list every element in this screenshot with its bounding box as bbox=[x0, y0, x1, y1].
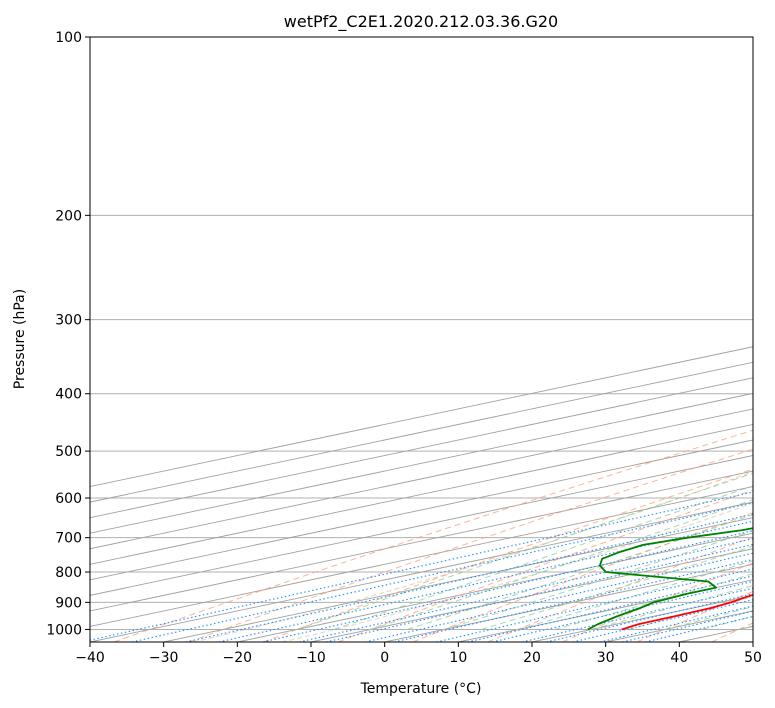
mixing-ratio-line bbox=[436, 568, 753, 642]
moist-adiabat bbox=[296, 472, 753, 630]
mixing-ratio-line bbox=[467, 575, 753, 642]
moist-adiabat bbox=[370, 499, 753, 630]
x-tick-label: 20 bbox=[523, 650, 541, 666]
mixing-ratio-line bbox=[90, 491, 753, 641]
isotherm-line bbox=[90, 423, 753, 565]
x-tick-label: 40 bbox=[670, 650, 688, 666]
isotherm-line bbox=[90, 346, 753, 488]
isotherm-line bbox=[90, 377, 753, 519]
moist-adiabat bbox=[444, 530, 753, 630]
moist-adiabat bbox=[701, 615, 753, 630]
isotherm-line bbox=[90, 392, 753, 534]
y-tick-label: 700 bbox=[55, 531, 82, 547]
isotherm-line bbox=[90, 439, 753, 581]
x-tick-label: 0 bbox=[380, 650, 389, 666]
y-axis-label: Pressure (hPa) bbox=[12, 289, 28, 389]
moist-adiabat bbox=[407, 514, 753, 630]
y-tick-label: 400 bbox=[55, 387, 82, 403]
dry-adiabat bbox=[338, 489, 753, 642]
series-layer bbox=[587, 527, 753, 631]
isotherm-line bbox=[679, 626, 753, 642]
mixing-ratio-line bbox=[262, 530, 753, 642]
dry-adiabat bbox=[412, 512, 753, 642]
dry-adiabat bbox=[188, 448, 753, 642]
mixing-ratio-line bbox=[365, 552, 753, 642]
y-tick-label: 600 bbox=[55, 491, 82, 507]
y-tick-label: 800 bbox=[55, 565, 82, 581]
isotherm-line bbox=[458, 579, 753, 642]
isotherm-line bbox=[90, 455, 753, 596]
x-tick-label: −10 bbox=[296, 650, 326, 666]
y-tick-label: 500 bbox=[55, 444, 82, 460]
dry-adiabat bbox=[636, 590, 753, 642]
axes: −40 −30 −20 −10 0 10 20 30 40 50 1000 900 800 700 600 5… bbox=[46, 30, 762, 666]
moist-adiabat bbox=[591, 585, 753, 630]
isotherm-line bbox=[90, 470, 753, 612]
isotherm-line bbox=[752, 641, 753, 642]
mixing-ratio-line bbox=[394, 558, 753, 642]
moist-adiabat bbox=[480, 545, 753, 630]
moist-adiabat bbox=[517, 560, 753, 630]
isotherm-line bbox=[90, 361, 753, 503]
x-axis-label: Temperature (°C) bbox=[360, 681, 482, 697]
y-tick-label: 100 bbox=[55, 30, 82, 46]
dry-adiabat bbox=[113, 429, 753, 642]
y-tick-label: 300 bbox=[55, 313, 82, 329]
x-tick-label: 30 bbox=[597, 650, 615, 666]
dewpoint-profile-line bbox=[587, 527, 753, 631]
thermo-curve bbox=[193, 470, 753, 642]
mixing-ratio-line bbox=[325, 543, 753, 642]
x-tick-label: −20 bbox=[223, 650, 253, 666]
plot-frame bbox=[89, 36, 754, 643]
background-grid bbox=[90, 37, 753, 642]
isotherm-line bbox=[384, 563, 753, 642]
isotherm-line bbox=[90, 501, 753, 642]
isotherm-line bbox=[310, 548, 753, 642]
x-tick-label: −40 bbox=[75, 650, 105, 666]
isotherm-line bbox=[163, 517, 753, 642]
x-tick-label: 10 bbox=[449, 650, 467, 666]
isotherm-line bbox=[237, 532, 753, 642]
isotherm-line bbox=[605, 610, 753, 642]
x-tick-label: −30 bbox=[149, 650, 179, 666]
moist-adiabat bbox=[554, 573, 753, 630]
dry-adiabat bbox=[263, 468, 753, 642]
isotherm-line bbox=[531, 594, 753, 642]
isotherm-line bbox=[90, 486, 753, 627]
thermo-curve bbox=[281, 502, 753, 642]
mixing-ratio-line bbox=[131, 502, 753, 642]
mixing-ratio-line bbox=[521, 587, 753, 642]
y-tick-label: 900 bbox=[55, 595, 82, 611]
dry-adiabat bbox=[487, 536, 753, 642]
chart-title: wetPf2_C2E1.2020.212.03.36.G20 bbox=[284, 12, 558, 32]
y-tick-label: 1000 bbox=[46, 622, 82, 638]
y-tick-label: 200 bbox=[55, 208, 82, 224]
isotherm-line bbox=[90, 408, 753, 550]
x-tick-label: 50 bbox=[744, 650, 762, 666]
